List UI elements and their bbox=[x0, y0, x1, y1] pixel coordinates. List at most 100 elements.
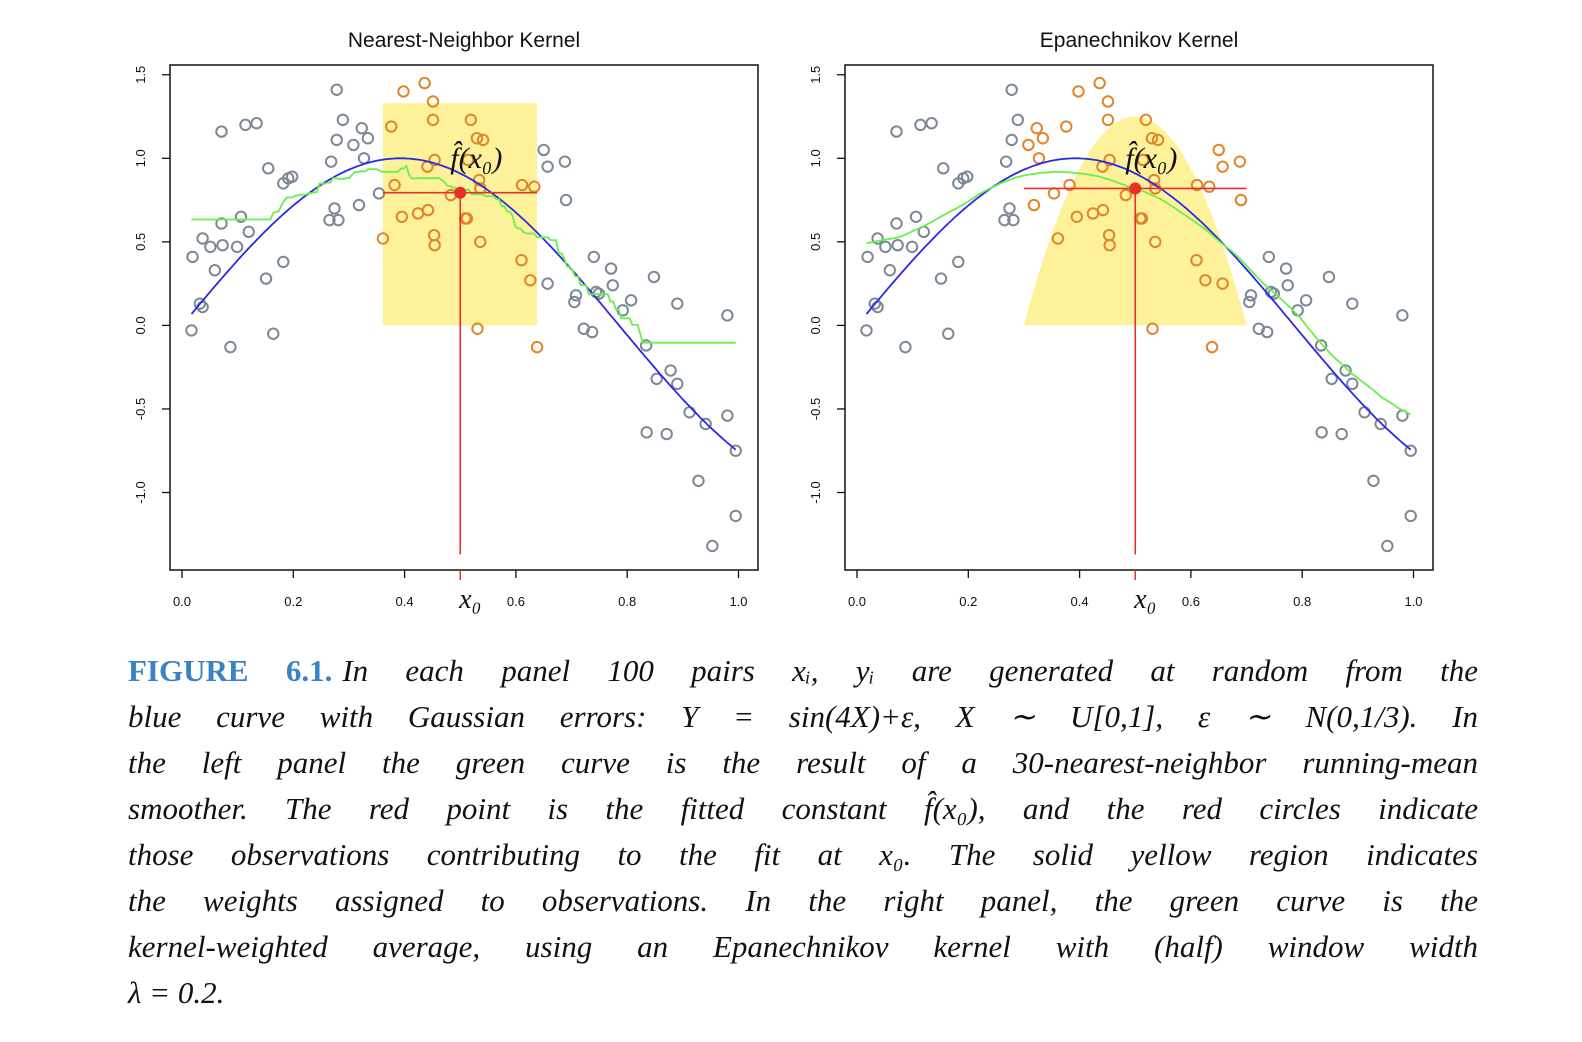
selected-data-point bbox=[1212, 143, 1225, 157]
selected-data-point bbox=[426, 113, 440, 127]
data-point bbox=[914, 118, 927, 132]
data-point bbox=[1279, 262, 1293, 275]
data-point bbox=[224, 340, 237, 354]
data-point bbox=[706, 539, 719, 553]
data-point bbox=[569, 289, 583, 302]
data-point bbox=[323, 213, 336, 227]
selected-data-point bbox=[426, 95, 440, 108]
data-point bbox=[1322, 270, 1336, 284]
data-point bbox=[324, 155, 338, 168]
x-tick-label: 0.8 bbox=[1293, 594, 1311, 609]
data-point bbox=[193, 297, 207, 310]
data-point bbox=[1005, 83, 1018, 96]
caption-line: the left panel the green curve is the re… bbox=[128, 745, 1478, 780]
data-point bbox=[541, 160, 554, 173]
x-tick-label: 0.0 bbox=[173, 594, 191, 609]
data-point bbox=[330, 133, 343, 147]
caption-line: FIGURE 6.1. In each panel 100 pairs xᵢ, y… bbox=[128, 648, 1478, 694]
x-tick-label: 0.6 bbox=[507, 594, 525, 609]
data-point bbox=[1396, 309, 1409, 322]
data-point bbox=[604, 262, 618, 275]
data-point bbox=[186, 250, 199, 264]
selected-data-point bbox=[1063, 178, 1076, 192]
x-tick-label: 1.0 bbox=[729, 594, 747, 609]
data-point bbox=[215, 125, 228, 138]
data-point bbox=[905, 240, 919, 254]
data-point bbox=[537, 143, 550, 157]
data-point bbox=[1335, 427, 1348, 441]
data-point bbox=[683, 406, 696, 419]
chart-title: Epanechnikov Kernel bbox=[1040, 29, 1238, 52]
data-point bbox=[909, 210, 923, 223]
data-point bbox=[860, 324, 873, 337]
data-point bbox=[587, 250, 601, 264]
data-point bbox=[1005, 133, 1018, 147]
data-point bbox=[347, 138, 360, 152]
plot-frame bbox=[844, 64, 1434, 571]
panel-epanechnikov: Epanechnikov Kernel f̂(x₀) 0.0 0.2 0.4 0.6 0.8… bbox=[808, 29, 1434, 615]
selected-data-point bbox=[1205, 340, 1219, 354]
data-point bbox=[1003, 202, 1016, 215]
y-tick-label: 0.5 bbox=[133, 233, 148, 251]
data-point bbox=[1314, 339, 1328, 352]
data-point bbox=[960, 170, 974, 183]
data-point bbox=[890, 217, 903, 230]
data-point bbox=[899, 340, 912, 354]
selected-data-point bbox=[464, 113, 478, 127]
data-point bbox=[585, 325, 599, 339]
y-tick-label: 0.0 bbox=[133, 316, 148, 334]
selected-data-point bbox=[471, 322, 484, 335]
data-point bbox=[216, 238, 229, 252]
x-tick-label: 0.8 bbox=[618, 594, 636, 609]
data-point bbox=[729, 444, 742, 457]
selected-data-point bbox=[428, 153, 441, 167]
data-point bbox=[624, 294, 638, 307]
figure-label: FIGURE 6.1. bbox=[128, 653, 333, 688]
data-point bbox=[1262, 250, 1276, 264]
data-point bbox=[671, 297, 684, 310]
data-point bbox=[1346, 377, 1359, 391]
data-point bbox=[262, 162, 275, 175]
data-point bbox=[239, 118, 252, 132]
x-tick-label: 0.4 bbox=[396, 594, 414, 609]
selected-data-point bbox=[1119, 188, 1132, 202]
y-tick-label: 0.0 bbox=[808, 316, 823, 334]
data-point bbox=[541, 277, 554, 290]
data-point bbox=[185, 324, 198, 337]
plot-frame bbox=[169, 64, 759, 571]
selected-data-point bbox=[1027, 198, 1041, 212]
data-point bbox=[196, 232, 209, 245]
selected-data-point bbox=[515, 254, 528, 267]
selected-data-point bbox=[1146, 322, 1159, 335]
data-point bbox=[1404, 444, 1417, 457]
data-point bbox=[650, 372, 663, 386]
data-point bbox=[890, 125, 903, 138]
data-point bbox=[1404, 509, 1417, 523]
selected-data-point bbox=[515, 178, 529, 192]
fitted-point bbox=[1129, 182, 1142, 195]
data-point bbox=[328, 202, 341, 215]
selected-data-point bbox=[1203, 180, 1216, 193]
data-point bbox=[1011, 113, 1025, 127]
data-point bbox=[640, 426, 653, 439]
data-point bbox=[372, 187, 386, 200]
data-point bbox=[230, 240, 244, 254]
selected-data-point bbox=[1103, 238, 1116, 252]
data-point bbox=[664, 364, 677, 377]
data-point bbox=[332, 213, 345, 227]
data-point bbox=[208, 264, 222, 277]
data-point bbox=[606, 279, 619, 292]
data-point bbox=[671, 377, 684, 391]
selected-data-point bbox=[476, 133, 490, 147]
data-point bbox=[285, 170, 299, 183]
selected-data-point bbox=[530, 340, 544, 354]
true-curve-line bbox=[865, 157, 1412, 451]
data-point bbox=[861, 250, 874, 264]
selected-data-point bbox=[397, 85, 410, 98]
data-point bbox=[721, 409, 734, 422]
selected-data-point bbox=[1103, 153, 1116, 167]
selected-data-point bbox=[1190, 178, 1204, 192]
true-curve-line bbox=[190, 157, 737, 451]
chart-title: Nearest-Neighbor Kernel bbox=[348, 29, 580, 52]
data-point bbox=[352, 198, 366, 212]
